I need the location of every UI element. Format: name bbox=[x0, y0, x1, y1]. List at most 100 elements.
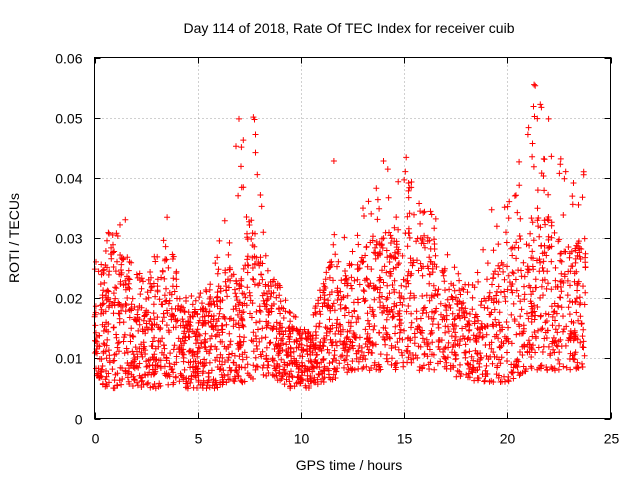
data-point bbox=[504, 263, 510, 270]
data-point bbox=[140, 339, 147, 346]
data-point bbox=[226, 330, 233, 337]
data-point bbox=[116, 315, 123, 322]
data-point bbox=[148, 343, 155, 349]
data-point bbox=[192, 297, 199, 304]
data-point bbox=[143, 296, 150, 302]
data-point bbox=[172, 374, 179, 381]
data-point bbox=[279, 372, 286, 378]
data-point bbox=[371, 323, 378, 329]
data-point bbox=[498, 259, 505, 266]
data-point bbox=[545, 311, 552, 318]
data-point bbox=[560, 328, 566, 335]
data-point bbox=[565, 304, 572, 311]
data-point bbox=[477, 302, 484, 309]
data-point bbox=[140, 278, 146, 285]
x-tick-label: 20 bbox=[500, 431, 516, 447]
data-point bbox=[351, 308, 358, 315]
data-point bbox=[199, 306, 206, 313]
data-point bbox=[494, 288, 500, 295]
data-point bbox=[191, 351, 198, 358]
data-point bbox=[481, 304, 488, 311]
data-point bbox=[488, 309, 495, 316]
data-point bbox=[242, 294, 249, 301]
data-point bbox=[539, 277, 546, 284]
data-point bbox=[332, 251, 339, 258]
data-point bbox=[575, 201, 582, 208]
data-point bbox=[509, 269, 516, 276]
data-point bbox=[105, 328, 112, 335]
data-point bbox=[232, 321, 239, 328]
data-point bbox=[509, 289, 516, 296]
data-point bbox=[392, 344, 399, 351]
data-point bbox=[136, 321, 143, 328]
data-point bbox=[407, 290, 414, 297]
data-point bbox=[391, 289, 398, 296]
data-point bbox=[513, 192, 519, 199]
data-point bbox=[395, 246, 402, 253]
data-point bbox=[327, 305, 334, 312]
data-point bbox=[106, 302, 113, 309]
data-point bbox=[150, 356, 157, 363]
data-point bbox=[250, 276, 257, 283]
data-point bbox=[186, 321, 192, 328]
data-point bbox=[579, 194, 586, 201]
data-point bbox=[513, 239, 520, 246]
data-point bbox=[110, 310, 117, 317]
data-point bbox=[577, 339, 584, 346]
data-point bbox=[541, 156, 548, 163]
data-point bbox=[556, 170, 563, 177]
data-point bbox=[277, 298, 284, 305]
data-point bbox=[130, 333, 137, 340]
data-point bbox=[195, 344, 202, 351]
data-point bbox=[361, 213, 367, 219]
data-point bbox=[383, 330, 390, 336]
data-point bbox=[396, 294, 403, 301]
data-point bbox=[98, 366, 105, 373]
data-point bbox=[334, 263, 340, 270]
data-point bbox=[180, 330, 187, 337]
data-point bbox=[256, 338, 263, 345]
data-point bbox=[299, 353, 306, 360]
data-point bbox=[531, 308, 538, 315]
data-point bbox=[399, 352, 406, 359]
data-point bbox=[259, 260, 266, 267]
data-point bbox=[117, 281, 124, 287]
data-point bbox=[368, 365, 375, 371]
data-point bbox=[311, 358, 318, 365]
data-point bbox=[140, 317, 147, 324]
data-point bbox=[300, 346, 307, 353]
data-point bbox=[143, 363, 150, 370]
data-point bbox=[293, 338, 300, 345]
data-point bbox=[399, 336, 406, 343]
data-point bbox=[98, 306, 105, 313]
data-point bbox=[166, 373, 173, 380]
data-point bbox=[384, 351, 390, 358]
data-point bbox=[452, 342, 459, 349]
data-point bbox=[500, 268, 507, 275]
data-point bbox=[404, 243, 411, 250]
data-point bbox=[338, 277, 345, 284]
data-point bbox=[365, 282, 371, 289]
data-point bbox=[443, 303, 450, 310]
data-point bbox=[342, 356, 349, 363]
data-point bbox=[261, 290, 267, 296]
data-point bbox=[528, 363, 534, 370]
data-point bbox=[434, 292, 441, 298]
data-point bbox=[206, 308, 213, 315]
data-point bbox=[92, 338, 99, 345]
data-point bbox=[337, 323, 344, 329]
data-point bbox=[563, 364, 570, 371]
data-point bbox=[364, 263, 371, 270]
data-point bbox=[552, 317, 558, 324]
data-point bbox=[225, 357, 232, 364]
data-point bbox=[136, 303, 143, 309]
data-point bbox=[326, 316, 333, 323]
data-point bbox=[508, 311, 515, 318]
data-point bbox=[150, 366, 157, 373]
data-point bbox=[201, 336, 208, 343]
data-point bbox=[298, 376, 305, 383]
data-point bbox=[198, 340, 205, 347]
data-point bbox=[281, 381, 288, 388]
data-point bbox=[275, 352, 282, 359]
data-point bbox=[259, 292, 266, 299]
